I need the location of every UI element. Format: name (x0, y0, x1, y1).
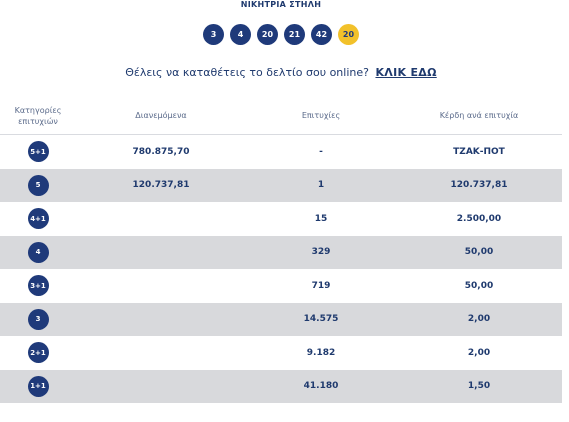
online-ticket-promo: Θέλεις να καταθέτεις το δελτίο σου onlin… (0, 66, 562, 79)
prize-cell: 120.737,81 (396, 168, 562, 202)
winning-number-ball: 20 (257, 24, 278, 45)
table-row: 5+1 780.875,70 - ΤΖΑΚ-ΠΟΤ (0, 134, 562, 169)
category-badge: 4+1 (27, 208, 49, 230)
column-header-winners: Επιτυχίες (246, 97, 396, 135)
winning-number-ball: 21 (284, 24, 305, 45)
category-cell: 5 (0, 168, 76, 202)
category-cell: 4+1 (0, 202, 76, 236)
promo-text: Θέλεις να καταθέτεις το δελτίο σου onlin… (125, 66, 369, 79)
table-row: 5 120.737,81 1 120.737,81 (0, 168, 562, 202)
winners-cell: 41.180 (246, 369, 396, 403)
distributed-cell (76, 235, 246, 269)
prize-table: Κατηγορίες επιτυχιών Διανεμόμενα Επιτυχί… (0, 97, 562, 403)
winners-cell: 15 (246, 202, 396, 236)
table-header-row: Κατηγορίες επιτυχιών Διανεμόμενα Επιτυχί… (0, 97, 562, 135)
winning-number-ball: 3 (203, 24, 224, 45)
distributed-cell (76, 369, 246, 403)
table-row: 1+1 41.180 1,50 (0, 369, 562, 403)
winners-cell: 9.182 (246, 336, 396, 370)
winners-cell: - (246, 134, 396, 169)
table-row: 2+1 9.182 2,00 (0, 336, 562, 370)
category-badge: 5 (27, 174, 49, 196)
table-row: 3 14.575 2,00 (0, 302, 562, 336)
column-header-distributed: Διανεμόμενα (76, 97, 246, 135)
distributed-cell: 780.875,70 (76, 134, 246, 169)
category-cell: 3 (0, 302, 76, 336)
distributed-cell: 120.737,81 (76, 168, 246, 202)
click-here-link[interactable]: ΚΛΙΚ ΕΔΩ (375, 66, 437, 79)
distributed-cell (76, 269, 246, 303)
winners-cell: 1 (246, 168, 396, 202)
prize-cell: ΤΖΑΚ-ΠΟΤ (396, 134, 562, 169)
page-title: ΝΙΚΗΤΡΙΑ ΣΤΗΛΗ (240, 0, 322, 9)
category-cell: 1+1 (0, 369, 76, 403)
category-badge: 5+1 (27, 141, 49, 163)
table-row: 4+1 15 2.500,00 (0, 202, 562, 236)
distributed-cell (76, 202, 246, 236)
distributed-cell (76, 302, 246, 336)
category-badge: 3 (27, 308, 49, 330)
winning-number-ball: 42 (311, 24, 332, 45)
distributed-cell (76, 336, 246, 370)
column-header-category: Κατηγορίες επιτυχιών (0, 97, 76, 135)
table-row: 4 329 50,00 (0, 235, 562, 269)
bonus-number-ball: 20 (338, 24, 359, 45)
prize-cell: 1,50 (396, 369, 562, 403)
prize-cell: 2.500,00 (396, 202, 562, 236)
winners-cell: 719 (246, 269, 396, 303)
column-header-prize: Κέρδη ανά επιτυχία (396, 97, 562, 135)
winning-numbers: 3 4 20 21 42 20 (0, 24, 562, 45)
category-cell: 3+1 (0, 269, 76, 303)
column-header-category-line1: Κατηγορίες (14, 105, 62, 115)
category-cell: 4 (0, 235, 76, 269)
category-cell: 5+1 (0, 134, 76, 169)
winners-cell: 14.575 (246, 302, 396, 336)
category-cell: 2+1 (0, 336, 76, 370)
winners-cell: 329 (246, 235, 396, 269)
prize-cell: 2,00 (396, 336, 562, 370)
table-row: 3+1 719 50,00 (0, 269, 562, 303)
category-badge: 4 (27, 241, 49, 263)
category-badge: 3+1 (27, 275, 49, 297)
category-badge: 2+1 (27, 342, 49, 364)
column-header-category-line2: επιτυχιών (18, 116, 58, 126)
prize-cell: 50,00 (396, 235, 562, 269)
winning-number-ball: 4 (230, 24, 251, 45)
category-badge: 1+1 (27, 375, 49, 397)
prize-cell: 50,00 (396, 269, 562, 303)
prize-cell: 2,00 (396, 302, 562, 336)
